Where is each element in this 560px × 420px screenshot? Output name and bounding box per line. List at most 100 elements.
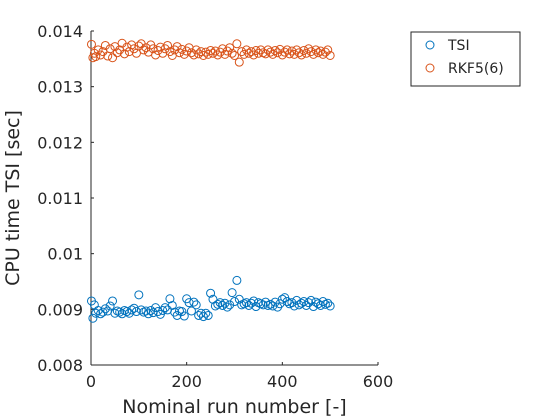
data-point — [112, 48, 122, 58]
data-point — [294, 300, 304, 310]
data-point — [131, 307, 141, 317]
data-point — [306, 47, 316, 57]
data-point — [105, 301, 115, 311]
data-point — [153, 307, 163, 317]
data-point — [311, 297, 321, 307]
data-point — [129, 44, 139, 54]
data-point — [88, 313, 98, 323]
data-point — [325, 301, 335, 311]
data-point — [206, 288, 216, 298]
data-point — [191, 300, 201, 310]
data-point — [234, 294, 244, 304]
x-axis-label: Nominal run number [-] — [122, 396, 346, 418]
data-point — [280, 47, 290, 57]
data-point — [194, 49, 204, 59]
data-point — [186, 306, 196, 316]
data-point — [294, 48, 304, 58]
data-point — [225, 43, 235, 53]
data-point — [146, 305, 156, 315]
data-point — [201, 308, 211, 318]
data-point — [282, 297, 292, 307]
data-point — [292, 45, 302, 55]
data-point — [108, 53, 118, 63]
x-tick-label: 200 — [171, 372, 202, 391]
data-point — [225, 300, 235, 310]
data-point — [86, 39, 96, 49]
data-point — [306, 295, 316, 305]
data-point — [127, 305, 137, 315]
data-point — [100, 40, 110, 50]
data-point — [91, 308, 101, 318]
data-point — [296, 298, 306, 308]
data-point — [227, 48, 237, 58]
data-point — [218, 44, 228, 54]
data-point — [222, 302, 232, 312]
data-point — [100, 304, 110, 314]
data-point — [110, 42, 120, 52]
data-point — [172, 42, 182, 52]
data-point — [206, 45, 216, 55]
data-point — [318, 297, 328, 307]
data-point — [311, 45, 321, 55]
data-point — [208, 294, 218, 304]
y-tick-label: 0.01 — [47, 245, 83, 264]
data-point — [141, 306, 151, 316]
data-point — [141, 43, 151, 53]
data-point — [304, 44, 314, 54]
data-point — [213, 299, 223, 309]
data-point — [232, 39, 242, 49]
legend-entries: TSI RKF5(6) — [425, 38, 504, 77]
data-point — [165, 294, 175, 304]
data-point — [186, 48, 196, 58]
data-point — [241, 298, 251, 308]
data-point — [189, 297, 199, 307]
data-point — [108, 296, 118, 306]
y-tick-label: 0.012 — [37, 133, 83, 152]
legend-label: RKF5(6) — [448, 61, 504, 77]
data-point — [270, 45, 280, 55]
data-point — [124, 47, 134, 57]
data-point — [151, 50, 161, 60]
legend-marker — [425, 63, 435, 73]
data-point — [265, 47, 275, 57]
y-tick-label: 0.009 — [37, 300, 83, 319]
data-point — [105, 44, 115, 54]
data-point — [115, 307, 125, 317]
data-point — [167, 300, 177, 310]
data-point — [292, 295, 302, 305]
data-point — [189, 50, 199, 60]
data-point — [237, 47, 247, 57]
y-tick-label: 0.011 — [37, 189, 83, 208]
data-point — [296, 50, 306, 60]
data-point — [203, 310, 213, 320]
data-point — [122, 42, 132, 52]
data-point — [177, 307, 187, 317]
data-point — [155, 42, 165, 52]
y-axis-label: CPU time TSI [sec] — [2, 110, 24, 286]
plot-series — [86, 38, 335, 323]
y-tick-label: 0.013 — [37, 78, 83, 97]
data-point — [289, 49, 299, 59]
axes: 0 200 400 600 0.008 0.009 0.01 0.011 0.012 0.013 0… — [37, 22, 393, 391]
data-point — [227, 288, 237, 298]
data-point — [258, 300, 268, 310]
data-point — [323, 298, 333, 308]
data-point — [163, 40, 173, 50]
data-point — [158, 305, 168, 315]
series-1 — [86, 38, 335, 67]
data-point — [313, 48, 323, 58]
data-point — [299, 45, 309, 55]
data-point — [277, 50, 287, 60]
data-point — [301, 300, 311, 310]
data-point — [215, 298, 225, 308]
legend-label: TSI — [447, 38, 470, 54]
data-point — [277, 294, 287, 304]
data-point — [285, 49, 295, 59]
data-point — [93, 45, 103, 55]
data-point — [308, 302, 318, 312]
data-point — [313, 299, 323, 309]
data-point — [230, 297, 239, 307]
series-0 — [86, 275, 335, 323]
data-point — [230, 50, 239, 60]
legend: TSI RKF5(6) — [410, 31, 521, 87]
